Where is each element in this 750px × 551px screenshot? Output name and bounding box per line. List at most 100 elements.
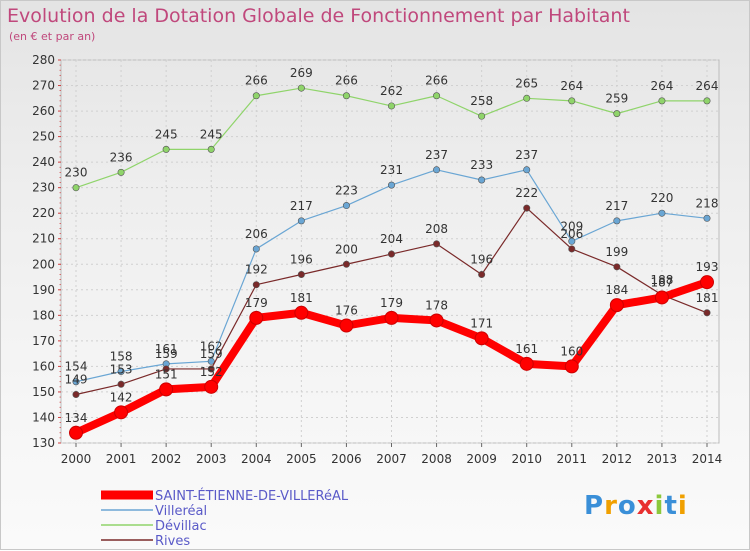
data-point bbox=[297, 217, 305, 225]
data-label: 264 bbox=[560, 79, 583, 93]
data-point bbox=[654, 290, 669, 305]
data-point bbox=[384, 310, 399, 325]
data-label: 264 bbox=[650, 79, 673, 93]
x-tick-label: 2001 bbox=[106, 452, 137, 466]
data-label: 236 bbox=[110, 150, 133, 164]
data-label: 188 bbox=[650, 273, 673, 287]
data-point bbox=[342, 260, 350, 268]
data-point bbox=[433, 92, 441, 100]
data-point bbox=[207, 357, 215, 365]
chart-subtitle: (en € et par an) bbox=[9, 30, 96, 43]
y-tick-label: 260 bbox=[32, 104, 55, 118]
chart-title: Evolution de la Dotation Globale de Fonc… bbox=[7, 5, 630, 27]
data-label: 162 bbox=[200, 339, 223, 353]
data-point bbox=[117, 380, 125, 388]
y-tick-label: 230 bbox=[32, 181, 55, 195]
data-point bbox=[429, 313, 444, 328]
data-label: 269 bbox=[290, 66, 313, 80]
data-point bbox=[294, 305, 309, 320]
y-tick-label: 180 bbox=[32, 308, 55, 322]
legend-label: Villeréal bbox=[155, 504, 207, 519]
data-point bbox=[478, 176, 486, 184]
x-tick-label: 2012 bbox=[602, 452, 633, 466]
data-label: 245 bbox=[200, 127, 223, 141]
data-point bbox=[117, 368, 125, 376]
y-tick-label: 240 bbox=[32, 155, 55, 169]
data-label: 152 bbox=[200, 365, 223, 379]
data-label: 184 bbox=[605, 283, 628, 297]
logo-letter: P bbox=[584, 491, 605, 521]
data-label: 196 bbox=[290, 252, 313, 266]
data-point bbox=[204, 379, 219, 394]
y-tick-label: 150 bbox=[32, 385, 55, 399]
data-label: 142 bbox=[110, 390, 133, 404]
data-label: 208 bbox=[425, 222, 448, 236]
data-point bbox=[72, 390, 80, 398]
data-point bbox=[658, 97, 666, 105]
data-label: 218 bbox=[696, 196, 719, 210]
data-label: 230 bbox=[65, 166, 88, 180]
data-label: 259 bbox=[605, 92, 628, 106]
proxiti-logo: Proxiti bbox=[584, 491, 688, 521]
logo-letter: x bbox=[636, 491, 655, 521]
data-label: 176 bbox=[335, 304, 358, 318]
data-label: 223 bbox=[335, 184, 358, 198]
data-label: 222 bbox=[515, 186, 538, 200]
data-point bbox=[568, 237, 576, 245]
data-label: 199 bbox=[605, 245, 628, 259]
data-point bbox=[207, 145, 215, 153]
data-label: 181 bbox=[696, 291, 719, 305]
data-point bbox=[114, 405, 129, 420]
data-label: 231 bbox=[380, 163, 403, 177]
data-label: 262 bbox=[380, 84, 403, 98]
data-label: 187 bbox=[650, 275, 673, 289]
data-point bbox=[162, 145, 170, 153]
series-villereal: 154 158 161 162 206 217 223 231 237 233 237 209 217 2… bbox=[65, 148, 719, 386]
x-tick-label: 2000 bbox=[61, 452, 92, 466]
x-tick-label: 2011 bbox=[557, 452, 588, 466]
x-tick-label: 2004 bbox=[241, 452, 272, 466]
data-label: 159 bbox=[200, 347, 223, 361]
y-tick-label: 220 bbox=[32, 206, 55, 220]
x-tick-label: 2008 bbox=[421, 452, 452, 466]
data-label: 266 bbox=[335, 74, 358, 88]
data-label: 161 bbox=[155, 342, 178, 356]
data-point bbox=[703, 214, 711, 222]
y-tick-label: 270 bbox=[32, 79, 55, 93]
data-label: 192 bbox=[245, 263, 268, 277]
data-point bbox=[700, 275, 714, 290]
data-point bbox=[387, 102, 395, 110]
x-tick-label: 2006 bbox=[331, 452, 362, 466]
data-point bbox=[207, 365, 215, 373]
x-tick-label: 2014 bbox=[692, 452, 723, 466]
y-tick-label: 160 bbox=[32, 359, 55, 373]
data-point bbox=[159, 382, 174, 397]
x-tick-label: 2013 bbox=[647, 452, 678, 466]
x-tick-label: 2002 bbox=[151, 452, 182, 466]
x-tick-label: 2009 bbox=[466, 452, 497, 466]
plot-area bbox=[60, 59, 720, 444]
data-point bbox=[523, 204, 531, 212]
y-tick-label: 140 bbox=[32, 410, 55, 424]
data-label: 220 bbox=[650, 191, 673, 205]
y-tick-label: 170 bbox=[32, 334, 55, 348]
series-saint-etienne-de-villereal: 134 142 151 152 179 181 176 179 178 171 161 160 184 1… bbox=[65, 260, 719, 440]
logo-letter: i bbox=[654, 491, 665, 521]
data-label: 265 bbox=[515, 76, 538, 90]
data-point bbox=[297, 270, 305, 278]
data-point bbox=[433, 166, 441, 174]
data-point bbox=[72, 184, 80, 192]
data-label: 134 bbox=[65, 411, 88, 425]
data-point bbox=[297, 84, 305, 92]
data-point bbox=[249, 310, 264, 325]
data-label: 153 bbox=[110, 362, 133, 376]
data-label: 193 bbox=[696, 260, 719, 274]
data-point bbox=[117, 168, 125, 176]
data-point bbox=[613, 263, 621, 271]
data-label: 258 bbox=[470, 94, 493, 108]
y-tick-label: 280 bbox=[32, 53, 55, 67]
data-label: 233 bbox=[470, 158, 493, 172]
data-point bbox=[474, 331, 489, 346]
